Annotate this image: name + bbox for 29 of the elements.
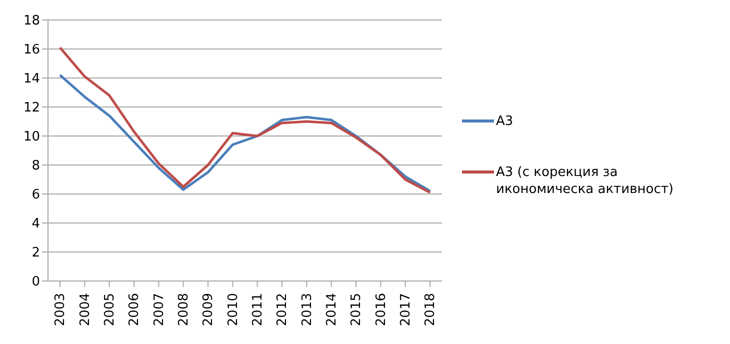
x-tick-label: 2011 (250, 293, 266, 326)
x-tick-label: 2005 (102, 293, 118, 326)
x-tick-label: 2018 (423, 293, 438, 326)
y-tick-label: 4 (32, 216, 40, 232)
y-tick-label: 8 (32, 158, 40, 174)
x-tick-label: 2007 (152, 293, 167, 326)
x-tick-label: 2017 (398, 293, 414, 326)
x-tick-label: 2003 (53, 293, 68, 326)
y-tick-label: 14 (23, 72, 40, 87)
x-tick-label: 2014 (324, 293, 340, 326)
x-tick-label: 2013 (300, 293, 315, 326)
x-tick-label: 2016 (374, 293, 389, 326)
x-tick-label: 2008 (176, 293, 192, 326)
x-tick-label: 2010 (226, 293, 241, 326)
x-tick-label: 2015 (349, 293, 364, 326)
y-tick-label: 12 (23, 100, 40, 116)
x-tick-label: 2004 (78, 293, 93, 326)
y-tick-label: 10 (23, 130, 40, 145)
y-tick-label: 18 (23, 14, 40, 29)
legend-label: A3 (с корекция за икономическа активност) (496, 164, 674, 198)
x-tick-label: 2006 (127, 293, 142, 326)
y-tick-label: 16 (23, 42, 40, 58)
y-tick-label: 2 (32, 246, 40, 261)
y-tick-label: 6 (32, 188, 40, 203)
x-tick-label: 2012 (275, 293, 290, 326)
legend-label: A3 (496, 112, 514, 130)
y-tick-label: 0 (32, 274, 40, 290)
line-series (58, 46, 432, 194)
x-tick-label: 2009 (201, 293, 216, 326)
